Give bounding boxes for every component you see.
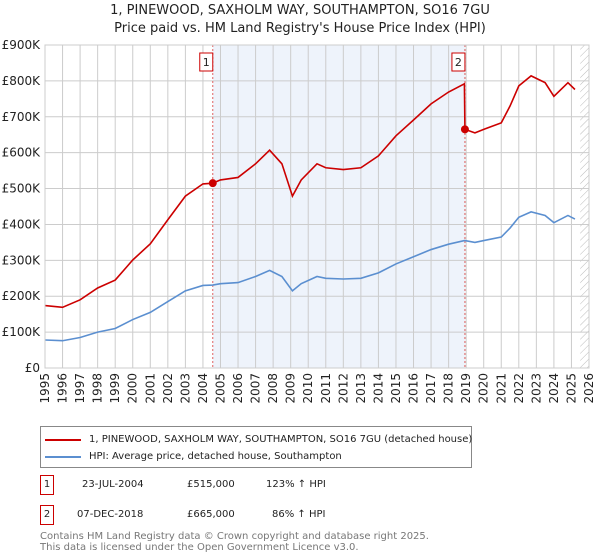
x-tick-label: 2014	[371, 373, 385, 404]
sale-marker-label: 2	[455, 56, 462, 69]
series-line	[44, 74, 576, 309]
x-tick-label: 2026	[582, 373, 596, 404]
x-tick-label: 2018	[442, 373, 456, 404]
y-tick-label: £800K	[2, 74, 42, 88]
chart-plot: 1995 1996 1997 1998 1999 2000 2001 2002 2003 2004…	[2, 38, 596, 404]
x-tick-label: 2019	[459, 373, 473, 404]
legend-label: 1, PINEWOOD, SAXHOLM WAY, SOUTHAMPTON, S…	[89, 434, 473, 445]
x-tick-label: 2009	[284, 373, 298, 404]
sale-marker-badge: 1	[40, 475, 54, 495]
x-tick-label: 2022	[512, 373, 526, 404]
sale-row: 1 23-JUL-2004 £515,000 123% ↑ HPI	[40, 475, 440, 495]
sale-hpi-change: 86% ↑ HPI	[272, 509, 326, 520]
x-tick-label: 2008	[266, 373, 280, 404]
sale-marker-badge: 2	[40, 505, 54, 525]
x-tick-label: 2023	[529, 373, 543, 404]
x-tick-label: 2002	[161, 373, 175, 404]
plot-frame	[44, 44, 590, 369]
sale-price: £665,000	[187, 509, 235, 520]
x-tick-label: 1996	[56, 373, 70, 404]
x-tick-label: 2006	[231, 373, 245, 404]
footer: Contains HM Land Registry data © Crown c…	[40, 531, 429, 553]
sale-date: 23-JUL-2004	[82, 479, 144, 490]
sale-date: 07-DEC-2018	[77, 509, 144, 520]
x-tick-label: 1997	[73, 373, 87, 404]
y-tick-label: £300K	[2, 253, 42, 267]
chart-title: 1, PINEWOOD, SAXHOLM WAY, SOUTHAMPTON, S…	[110, 3, 490, 18]
sale-period-shading	[212, 45, 465, 368]
legend-swatch-blue	[45, 455, 81, 458]
x-tick-label: 2015	[389, 373, 403, 404]
x-tick-label: 2005	[213, 373, 227, 404]
sale-row: 2 07-DEC-2018 £665,000 86% ↑ HPI	[40, 505, 440, 525]
y-tick-label: £200K	[2, 289, 42, 303]
x-tick-label: 2011	[319, 373, 333, 404]
y-tick-label: £600K	[2, 146, 42, 160]
x-tick-label: 2001	[143, 373, 157, 404]
x-tick-label: 2021	[494, 373, 508, 404]
x-tick-label: 2017	[424, 373, 438, 404]
y-tick-label: £900K	[2, 38, 42, 52]
sale-point	[208, 179, 217, 188]
x-tick-label: 2020	[477, 373, 491, 404]
y-tick-label: £100K	[2, 325, 42, 339]
sale-marker-label: 1	[203, 56, 210, 69]
legend-label: HPI: Average price, detached house, Sout…	[89, 451, 342, 462]
x-tick-label: 2025	[564, 373, 578, 404]
legend-item-hpi: HPI: Average price, detached house, Sout…	[45, 450, 342, 463]
legend-swatch-red	[45, 438, 81, 441]
sale-marker-box	[199, 52, 214, 72]
x-tick-label: 2003	[178, 373, 192, 404]
x-tick-label: 2004	[196, 373, 210, 404]
legend: 1, PINEWOOD, SAXHOLM WAY, SOUTHAMPTON, S…	[40, 426, 472, 468]
x-tick-label: 2000	[126, 373, 140, 404]
x-tick-label: 2010	[301, 373, 315, 404]
x-tick-label: 2007	[249, 373, 263, 404]
y-tick-label: £0	[25, 361, 40, 375]
legend-item-property: 1, PINEWOOD, SAXHOLM WAY, SOUTHAMPTON, S…	[45, 433, 472, 446]
x-tick-label: 1998	[91, 373, 105, 404]
footer-line: Contains HM Land Registry data © Crown c…	[40, 531, 429, 542]
x-tick-label: 2016	[407, 373, 421, 404]
chart-subtitle: Price paid vs. HM Land Registry's House …	[114, 21, 486, 36]
x-tick-label: 2012	[336, 373, 350, 404]
x-tick-label: 2024	[547, 373, 561, 404]
y-tick-label: £700K	[2, 110, 42, 124]
x-tick-label: 1999	[108, 373, 122, 404]
sale-marker-box	[451, 52, 466, 72]
y-tick-label: £500K	[2, 182, 42, 196]
x-tick-label: 1995	[38, 373, 52, 404]
sale-hpi-change: 123% ↑ HPI	[266, 479, 326, 490]
sale-price: £515,000	[187, 479, 235, 490]
footer-line: This data is licensed under the Open Gov…	[40, 542, 359, 553]
x-tick-label: 2013	[354, 373, 368, 404]
forecast-hatch	[580, 45, 589, 368]
y-tick-label: £400K	[2, 217, 42, 231]
series-line	[44, 211, 576, 342]
sale-point	[460, 125, 469, 134]
